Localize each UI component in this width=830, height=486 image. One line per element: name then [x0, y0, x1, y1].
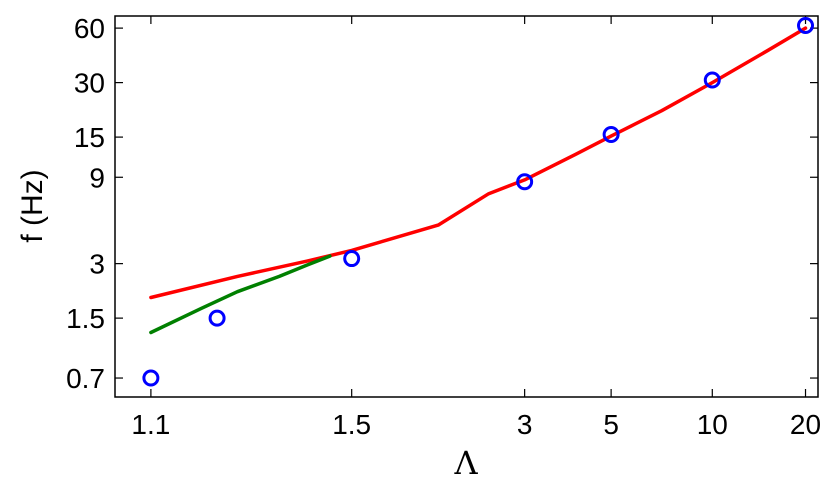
y-tick-label: 3 [89, 249, 105, 280]
y-tick-label: 9 [89, 162, 105, 193]
x-tick-label: 3 [517, 409, 533, 440]
y-axis-label: f (Hz) [16, 169, 49, 242]
data-point [602, 126, 620, 144]
x-tick-label: 20 [790, 409, 821, 440]
series-line-green [149, 254, 332, 335]
series-layer [142, 17, 815, 387]
x-tick-label: 10 [697, 409, 728, 440]
plot-frame [114, 15, 819, 398]
data-point [703, 71, 721, 89]
series-line-red [149, 26, 808, 300]
data-point [142, 369, 160, 387]
x-axis-ticks: 1.1 1.5 3 5 10 20 [131, 16, 821, 440]
y-tick-label: 0.7 [66, 363, 105, 394]
data-point [343, 250, 361, 268]
y-axis-ticks: 0.7 1.5 3 9 15 30 60 [66, 13, 818, 394]
y-tick-label: 30 [74, 68, 105, 99]
data-point [516, 173, 534, 191]
data-point [208, 309, 226, 327]
y-tick-label: 15 [74, 122, 105, 153]
x-tick-label: 1.1 [131, 409, 170, 440]
x-axis-label: Λ [453, 444, 478, 482]
data-point [797, 17, 815, 35]
y-tick-label: 1.5 [66, 303, 105, 334]
x-tick-label: 1.5 [332, 409, 371, 440]
x-tick-label: 5 [603, 409, 619, 440]
y-tick-label: 60 [74, 13, 105, 44]
